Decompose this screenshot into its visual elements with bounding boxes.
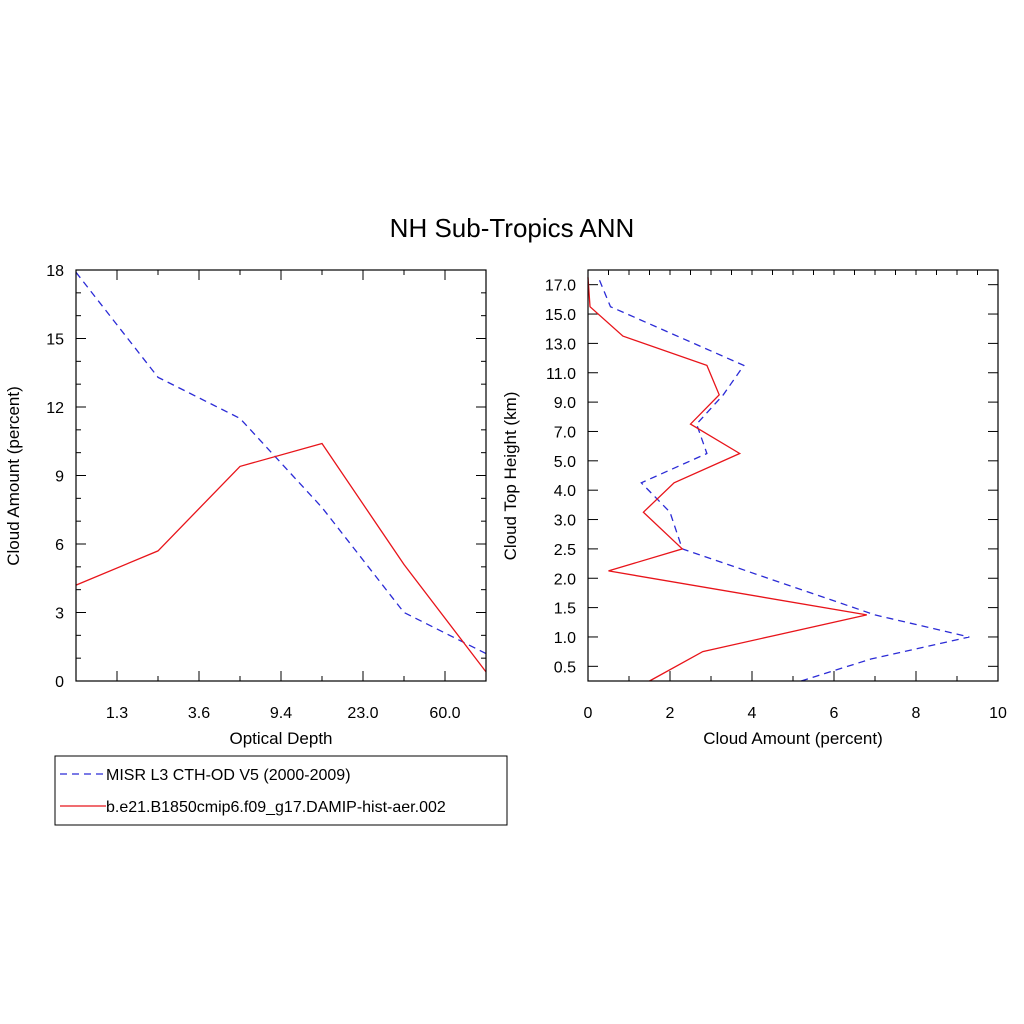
left-y-axis-label: Cloud Amount (percent) bbox=[4, 386, 23, 566]
right-x-tick-label: 4 bbox=[748, 705, 757, 722]
right-x-tick-label: 10 bbox=[989, 705, 1007, 722]
right-y-tick-label: 0.5 bbox=[554, 659, 576, 676]
right-y-tick-label: 3.0 bbox=[554, 513, 576, 530]
right-y-tick-label: 17.0 bbox=[545, 278, 576, 295]
left-series bbox=[75, 271, 487, 673]
right-x-axis-label: Cloud Amount (percent) bbox=[703, 729, 883, 748]
right-y-tick-label: 5.0 bbox=[554, 454, 576, 471]
right-panel: 0 2 4 6 8 10 0.5 1.0 1.5 2.0 2.5 3.0 4.0 5.0 7.0 9.0 11.… bbox=[501, 269, 1007, 748]
left-y-tick-label: 3 bbox=[55, 606, 64, 623]
chart-title: NH Sub-Tropics ANN bbox=[390, 213, 635, 243]
left-y-tick-label: 0 bbox=[55, 674, 64, 691]
legend-box bbox=[54, 755, 508, 826]
right-y-tick-label: 9.0 bbox=[554, 395, 576, 412]
left-series-model-line bbox=[75, 442, 487, 673]
right-plot-frame bbox=[587, 269, 999, 682]
left-x-tick-label: 23.0 bbox=[347, 705, 378, 722]
left-y-tick-label: 18 bbox=[46, 263, 64, 280]
right-y-tick-label: 15.0 bbox=[545, 307, 576, 324]
legend: MISR L3 CTH-OD V5 (2000-2009) b.e21.B185… bbox=[54, 755, 508, 826]
right-x-tick-label: 6 bbox=[830, 705, 839, 722]
right-y-tick-label: 1.0 bbox=[554, 630, 576, 647]
left-x-tick-label: 1.3 bbox=[106, 705, 128, 722]
right-y-tick-label: 7.0 bbox=[554, 424, 576, 441]
left-series-obs-line bbox=[75, 271, 487, 655]
right-y-tick-label: 11.0 bbox=[546, 366, 576, 383]
left-plot-frame bbox=[75, 269, 487, 682]
right-y-tick-label: 4.0 bbox=[554, 483, 576, 500]
right-series-model-line bbox=[587, 277, 867, 682]
right-y-tick-label: 2.0 bbox=[554, 571, 576, 588]
right-x-tick-label: 0 bbox=[584, 705, 593, 722]
left-x-tick-label: 3.6 bbox=[188, 705, 210, 722]
right-series-obs-line bbox=[597, 277, 970, 682]
right-y-tick-label: 1.5 bbox=[554, 601, 576, 618]
legend-label-obs: MISR L3 CTH-OD V5 (2000-2009) bbox=[106, 767, 351, 784]
right-y-tick-label: 2.5 bbox=[554, 542, 576, 559]
left-y-tick-label: 12 bbox=[46, 400, 64, 417]
left-x-axis-label: Optical Depth bbox=[230, 729, 333, 748]
right-y-tick-label: 13.0 bbox=[545, 336, 576, 353]
right-ticks: 0 2 4 6 8 10 0.5 1.0 1.5 2.0 2.5 3.0 4.0 5.0 7.0 9.0 11.… bbox=[545, 270, 1007, 722]
right-y-axis-label: Cloud Top Height (km) bbox=[501, 392, 520, 561]
left-y-tick-label: 15 bbox=[46, 332, 64, 349]
right-series bbox=[587, 277, 970, 682]
left-x-tick-label: 60.0 bbox=[429, 705, 460, 722]
left-y-tick-label: 6 bbox=[55, 537, 64, 554]
left-x-tick-label: 9.4 bbox=[270, 705, 292, 722]
legend-label-model: b.e21.B1850cmip6.f09_g17.DAMIP-hist-aer.… bbox=[106, 799, 446, 816]
right-x-tick-label: 2 bbox=[666, 705, 675, 722]
right-x-tick-label: 8 bbox=[912, 705, 921, 722]
left-panel: 1.3 3.6 9.4 23.0 60.0 0 3 6 9 12 15 18 Optical Dept… bbox=[4, 263, 487, 748]
left-ticks: 1.3 3.6 9.4 23.0 60.0 0 3 6 9 12 15 18 bbox=[46, 263, 486, 722]
left-y-tick-label: 9 bbox=[55, 469, 64, 486]
